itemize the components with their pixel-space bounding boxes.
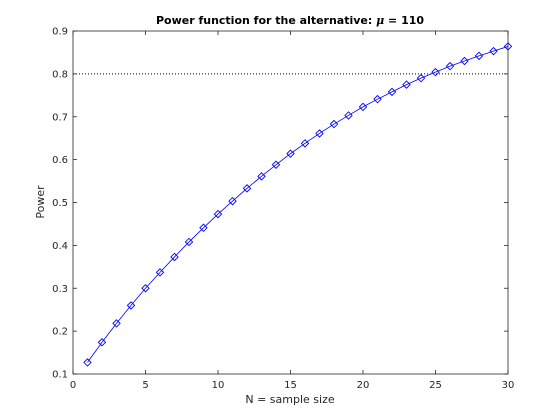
data-point-marker xyxy=(170,252,179,262)
y-tick-label: 0.1 xyxy=(52,370,68,381)
data-point-marker xyxy=(402,80,411,89)
data-point-marker xyxy=(474,51,484,61)
data-point-marker xyxy=(213,209,223,219)
x-tick-label: 25 xyxy=(429,380,442,391)
x-tick-label: 5 xyxy=(142,380,148,391)
y-tick-label: 0.6 xyxy=(52,155,68,166)
data-point-marker xyxy=(373,94,382,104)
y-tick-label: 0.9 xyxy=(52,27,68,38)
data-point-marker xyxy=(257,172,266,181)
data-point-marker xyxy=(416,73,426,83)
series-layer xyxy=(83,42,513,367)
y-tick-label: 0.7 xyxy=(52,112,68,123)
tick-layer: 0 5 10 15 20 25 30 0.1 0.2 0.3 0.4 0.5 0.6 0.7 0.8 0.9 xyxy=(52,27,514,392)
y-axis-label: Power xyxy=(34,185,47,219)
x-tick-label: 15 xyxy=(284,380,297,391)
data-point-marker xyxy=(271,160,281,170)
data-point-marker xyxy=(300,139,310,148)
y-tick-label: 0.4 xyxy=(52,241,68,252)
data-point-marker xyxy=(184,237,194,247)
y-tick-label: 0.8 xyxy=(52,69,68,80)
data-point-marker xyxy=(228,196,237,206)
data-point-marker xyxy=(344,111,353,120)
x-tick-label: 30 xyxy=(502,380,515,391)
y-tick-label: 0.2 xyxy=(52,327,68,338)
data-point-marker xyxy=(460,56,469,66)
plot-area xyxy=(73,31,508,374)
data-point-marker xyxy=(329,119,339,129)
data-point-marker xyxy=(315,129,324,138)
data-point-marker xyxy=(112,319,121,328)
x-tick-label: 10 xyxy=(212,380,225,391)
data-point-marker xyxy=(126,301,136,310)
x-tick-label: 20 xyxy=(357,380,370,391)
data-point-marker xyxy=(445,61,455,71)
x-axis-label: N = sample size xyxy=(245,393,334,406)
data-point-marker xyxy=(242,184,252,193)
chart-title: Power function for the alternative: μ = … xyxy=(156,14,424,27)
data-point-marker xyxy=(155,268,165,277)
data-point-marker xyxy=(83,358,92,367)
x-tick-label: 0 xyxy=(70,380,76,391)
data-point-marker xyxy=(387,87,397,97)
data-point-marker xyxy=(358,102,368,112)
data-point-marker xyxy=(199,223,208,233)
data-point-marker xyxy=(141,284,150,293)
y-tick-label: 0.3 xyxy=(52,284,68,295)
data-point-marker xyxy=(489,46,498,56)
data-point-marker xyxy=(286,149,295,158)
data-point-marker xyxy=(97,338,107,347)
data-point-marker xyxy=(431,67,440,77)
y-tick-label: 0.5 xyxy=(52,198,68,209)
